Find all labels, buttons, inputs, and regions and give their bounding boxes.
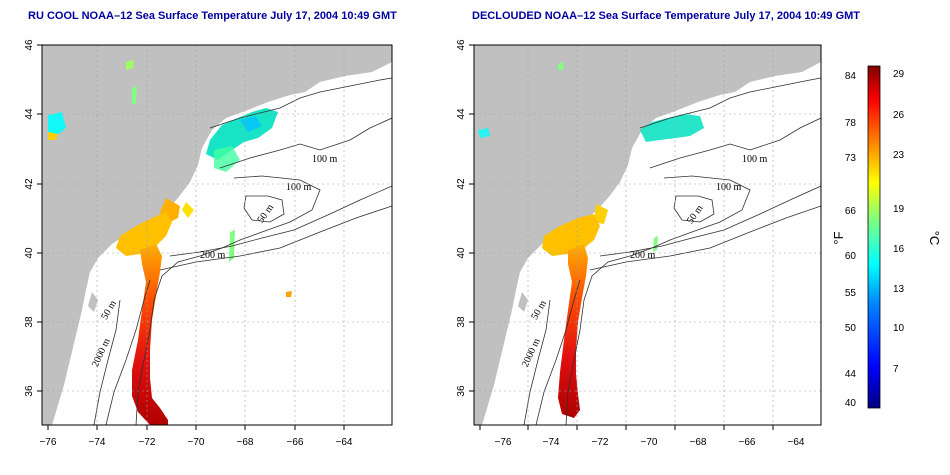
depth-contours — [93, 77, 392, 425]
x-tick-label: −66 — [287, 437, 304, 448]
x-tick-label: −70 — [188, 437, 205, 448]
x-axis-ticks — [47, 425, 345, 430]
y-tick-label: 46 — [24, 39, 35, 51]
x-tick-label: −76 — [40, 437, 57, 448]
contour-label: 100 m — [312, 154, 338, 165]
y-tick-label: 36 — [24, 385, 35, 397]
celsius-scale: 29 26 23 19 16 13 10 7 — [893, 69, 905, 375]
contour-label: 100 m — [286, 182, 312, 193]
x-tick-label: −72 — [592, 437, 609, 448]
fahrenheit-tick: 66 — [845, 206, 857, 217]
land-mass — [42, 45, 392, 425]
grid-lines — [474, 45, 821, 425]
contour-label: 50 m — [529, 298, 549, 321]
celsius-tick: 29 — [893, 69, 905, 80]
right-panel-title: DECLOUDED NOAA–12 Sea Surface Temperatur… — [472, 10, 861, 22]
celsius-tick: 19 — [893, 204, 905, 215]
y-tick-label: 38 — [456, 316, 467, 328]
island — [518, 292, 528, 312]
contour-label: 100 m — [742, 154, 768, 165]
left-panel-title: RU COOL NOAA–12 Sea Surface Temperature … — [28, 10, 397, 22]
y-axis-ticks — [469, 44, 474, 392]
contour-label: 2000 m — [520, 337, 543, 369]
x-tick-label: −72 — [139, 437, 156, 448]
fahrenheit-tick: 73 — [845, 153, 857, 164]
left-map: 100 m 100 m 50 m 200 m 50 m 2000 m −76 −… — [24, 39, 393, 448]
celsius-unit-label: °C — [927, 231, 942, 246]
right-map: 100 m 100 m 50 m 200 m 50 m 2000 m −76 −… — [456, 39, 822, 448]
celsius-tick: 10 — [893, 323, 905, 334]
land-mass — [474, 45, 821, 425]
y-tick-label: 44 — [456, 108, 467, 120]
contour-label: 50 m — [255, 202, 276, 225]
plot-frame — [473, 44, 822, 426]
x-tick-label: −74 — [543, 437, 560, 448]
fahrenheit-tick: 50 — [845, 323, 857, 334]
y-axis-labels: 46 44 42 40 38 36 — [24, 39, 35, 397]
contour-label: 50 m — [99, 298, 119, 321]
y-axis-ticks — [37, 44, 42, 392]
x-tick-label: −70 — [641, 437, 658, 448]
x-tick-label: −76 — [495, 437, 512, 448]
grid-lines — [42, 45, 392, 425]
x-tick-label: −74 — [89, 437, 106, 448]
fahrenheit-scale: 84 78 73 66 60 55 50 44 40 — [845, 71, 857, 409]
contour-label: 50 m — [685, 203, 706, 226]
color-scale — [867, 65, 881, 409]
celsius-tick: 23 — [893, 150, 905, 161]
fahrenheit-unit-label: °F — [831, 231, 846, 244]
x-tick-label: −68 — [237, 437, 254, 448]
fahrenheit-tick: 44 — [845, 369, 857, 380]
color-bar: 84 78 73 66 60 55 50 44 40 29 26 23 19 1… — [831, 65, 942, 409]
celsius-tick: 16 — [893, 244, 905, 255]
y-tick-label: 42 — [456, 178, 467, 190]
fahrenheit-tick: 40 — [845, 398, 857, 409]
y-tick-label: 40 — [456, 247, 467, 259]
x-axis-ticks — [479, 425, 774, 430]
celsius-tick: 26 — [893, 110, 905, 121]
y-tick-label: 40 — [24, 247, 35, 259]
sst-patches — [48, 60, 292, 425]
plot-frame — [41, 44, 393, 426]
y-tick-label: 44 — [24, 108, 35, 120]
y-tick-label: 42 — [24, 178, 35, 190]
x-tick-label: −64 — [336, 437, 353, 448]
contour-label: 200 m — [630, 250, 656, 261]
celsius-tick: 7 — [893, 364, 899, 375]
x-tick-label: −64 — [788, 437, 805, 448]
contour-label: 200 m — [200, 250, 226, 261]
y-tick-label: 38 — [24, 316, 35, 328]
fahrenheit-tick: 60 — [845, 251, 857, 262]
y-axis-labels: 46 44 42 40 38 36 — [456, 39, 467, 397]
fahrenheit-tick: 55 — [845, 288, 857, 299]
y-tick-label: 36 — [456, 385, 467, 397]
fahrenheit-tick: 84 — [845, 71, 857, 82]
celsius-tick: 13 — [893, 284, 905, 295]
x-tick-label: −66 — [739, 437, 756, 448]
x-axis-labels: −76 −74 −72 −70 −68 −66 −64 — [495, 437, 805, 448]
contour-label: 2000 m — [90, 337, 113, 369]
depth-contours — [523, 77, 821, 425]
y-tick-label: 46 — [456, 39, 467, 51]
fahrenheit-tick: 78 — [845, 118, 857, 129]
island — [88, 292, 98, 312]
sst-patches — [478, 62, 704, 418]
x-tick-label: −68 — [690, 437, 707, 448]
x-axis-labels: −76 −74 −72 −70 −68 −66 −64 — [40, 437, 353, 448]
contour-label: 100 m — [716, 182, 742, 193]
